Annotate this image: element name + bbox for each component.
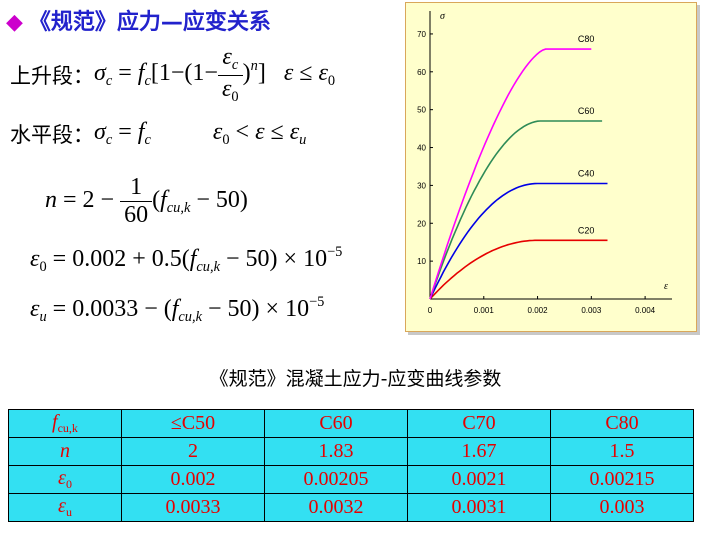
rise-label: 上升段： — [10, 64, 94, 88]
row-header: n — [8, 437, 122, 466]
series-label-c60: C60 — [578, 106, 595, 116]
slide-title: ◆ 《规范》应力—应变关系 — [6, 4, 271, 36]
y-tick-label: 30 — [417, 181, 426, 190]
table-cell: 0.002 — [121, 465, 265, 494]
y-tick-label: 70 — [417, 30, 426, 39]
table-cell: 2 — [121, 437, 265, 466]
formula-epsu: εu = 0.0033 − (fcu,k − 50) × 10−5 — [30, 290, 324, 330]
row-header: εu — [8, 493, 122, 522]
strain-ratio-fraction: εc ε0 — [217, 44, 243, 105]
series-label-c80: C80 — [578, 34, 595, 44]
strain-range-expr: ε0 < ε ≤ εu — [212, 118, 307, 149]
table-caption: 《规范》混凝土应力-应变曲线参数 — [209, 368, 502, 390]
series-label-c40: C40 — [578, 169, 595, 179]
x-tick-label: 0.002 — [528, 306, 549, 315]
stress-strain-chart-panel: 0 0.001 0.002 0.003 0.004 10 20 30 40 50 60 70 σ ε C20… — [405, 2, 697, 332]
table-cell: 0.0033 — [121, 493, 265, 522]
parameter-table: fcu,k ≤C50 C60 C70 C80 n 2 1.83 1.67 1.5 ε0 0.002 0.… — [8, 409, 694, 522]
x-tick-label: 0.004 — [635, 306, 656, 315]
table-cell: C80 — [550, 409, 694, 438]
series-label-c20: C20 — [578, 225, 595, 235]
y-tick-label: 10 — [417, 257, 426, 266]
table-row: εu 0.0033 0.0032 0.0031 0.003 — [8, 493, 694, 522]
table-cell: 1.5 — [550, 437, 694, 466]
table-cell: 0.00215 — [550, 465, 694, 494]
table-cell: 0.0031 — [407, 493, 551, 522]
table-row: fcu,k ≤C50 C60 C70 C80 — [8, 409, 694, 438]
x-axis-label: ε — [664, 281, 668, 292]
y-axis-label: σ — [440, 11, 446, 22]
table-cell: C60 — [264, 409, 408, 438]
slide-title-text: 《规范》应力—应变关系 — [28, 10, 271, 35]
one-sixtieth-fraction: 1 60 — [120, 174, 153, 229]
table-cell: 0.0032 — [264, 493, 408, 522]
row-header: fcu,k — [8, 409, 122, 438]
flat-label: 水平段： — [10, 123, 94, 147]
series-line-c40 — [429, 182, 608, 300]
y-tick-label: 40 — [417, 144, 426, 153]
table-cell: 0.00205 — [264, 465, 408, 494]
table-cell: ≤C50 — [121, 409, 265, 438]
series-line-c80 — [429, 48, 592, 300]
diamond-bullet-icon: ◆ — [6, 10, 23, 35]
y-tick-label: 20 — [417, 219, 426, 228]
formula-eps0: ε0 = 0.002 + 0.5(fcu,k − 50) × 10−5 — [30, 240, 342, 280]
x-tick-label: 0.001 — [474, 306, 495, 315]
formula-n-expr: n = 2 − 1 60 (fcu,k − 50) — [45, 173, 248, 229]
table-cell: 1.83 — [264, 437, 408, 466]
table-row: n 2 1.83 1.67 1.5 — [8, 437, 694, 466]
table-cell: 1.67 — [407, 437, 551, 466]
formula-epsu-expr: εu = 0.0033 − (fcu,k − 50) × 10−5 — [30, 293, 325, 326]
formula-horizontal-expr: σc = fc — [94, 118, 151, 149]
formula-horizontal: 水平段： σc = fc ε0 < ε ≤ εu — [10, 114, 306, 154]
table-cell: 0.003 — [550, 493, 694, 522]
formula-ascending: 上升段： σc = fc[1−(1− εc ε0)n] ε ≤ ε0 — [10, 40, 335, 110]
stress-strain-chart: 0 0.001 0.002 0.003 0.004 10 20 30 40 50 60 70 σ ε C20… — [417, 11, 672, 315]
y-tick-label: 60 — [417, 68, 426, 77]
series-line-c60 — [429, 120, 603, 300]
formula-eps0-expr: ε0 = 0.002 + 0.5(fcu,k − 50) × 10−5 — [30, 243, 343, 276]
formula-ascending-expr: σc = fc[1−(1− εc ε0)n] ε ≤ ε0 — [94, 44, 336, 105]
x-tick-label: 0 — [428, 306, 433, 315]
row-header: ε0 — [8, 465, 122, 494]
formula-n: n = 2 − 1 60 (fcu,k − 50) — [45, 166, 248, 236]
y-tick-label: 50 — [417, 106, 426, 115]
table-cell: 0.0021 — [407, 465, 551, 494]
series-line-c20 — [429, 239, 608, 300]
x-tick-label: 0.003 — [581, 306, 602, 315]
table-cell: C70 — [407, 409, 551, 438]
table-row: ε0 0.002 0.00205 0.0021 0.00215 — [8, 465, 694, 494]
